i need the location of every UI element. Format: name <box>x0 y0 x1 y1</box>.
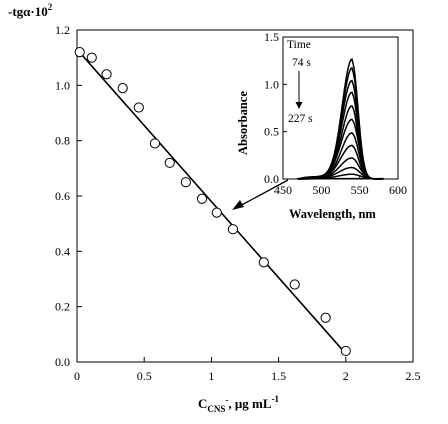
main-y-tick-label: 0.2 <box>55 300 70 314</box>
inset-x-axis-label: Wavelength, nm <box>289 207 376 221</box>
data-point <box>133 102 144 113</box>
inset-x-tick-label: 500 <box>312 183 330 197</box>
inset-x-tick-label: 450 <box>274 183 292 197</box>
inset-time-end: 227 s <box>288 113 313 125</box>
data-point <box>86 52 97 63</box>
data-point <box>74 47 85 58</box>
inset-pointer-arrow <box>232 179 289 210</box>
data-point <box>196 193 208 204</box>
data-point <box>211 207 222 218</box>
data-point <box>164 157 175 168</box>
inset-x-tick-label: 600 <box>389 183 407 197</box>
main-x-tick-label: 1.5 <box>271 369 286 383</box>
main-x-tick-label: 1 <box>208 369 214 383</box>
inset-y-tick-label: 1.5 <box>264 30 279 44</box>
main-chart: 0.0 0.2 0.4 0.6 0.8 1.0 1.2 0 0.5 1 1.5 2 2.5 -tgα·… <box>8 2 421 414</box>
main-y-tick-label: 0.6 <box>55 189 70 203</box>
data-point <box>258 257 269 268</box>
main-y-ticks: 0.0 0.2 0.4 0.6 0.8 1.0 1.2 <box>55 23 82 369</box>
data-point <box>227 224 239 235</box>
inset-time-start: 74 s <box>292 57 311 69</box>
inset-time-arrow <box>295 71 303 109</box>
main-y-tick-label: 1.2 <box>55 23 70 37</box>
data-point <box>320 312 331 323</box>
inset-y-tick-label: 0.0 <box>264 172 279 186</box>
main-y-tick-label: 0.8 <box>55 134 70 148</box>
inset-y-ticks: 0.0 0.5 1.0 1.5 <box>264 30 287 186</box>
data-point <box>180 177 191 188</box>
inset-background <box>282 36 399 180</box>
main-points <box>74 47 351 357</box>
main-x-tick-label: 0 <box>74 369 80 383</box>
inset-y-tick-label: 1.0 <box>264 77 279 91</box>
main-y-tick-label: 0.4 <box>55 244 70 258</box>
inset-chart: 0.0 0.5 1.0 1.5 450 500 550 600 Absorbance Wav… <box>236 30 407 221</box>
data-point <box>101 69 112 80</box>
data-point <box>149 138 161 149</box>
main-y-tick-label: 0.0 <box>55 355 70 369</box>
fit-line <box>76 48 347 355</box>
main-y-axis-label: -tgα·102 <box>8 2 53 19</box>
main-x-ticks: 0 0.5 1 1.5 2 2.5 <box>74 357 421 383</box>
main-x-tick-label: 2 <box>343 369 349 383</box>
inset-spectra <box>296 58 385 180</box>
main-y-tick-label: 1.0 <box>55 78 70 92</box>
main-x-tick-label: 2.5 <box>406 369 421 383</box>
main-x-axis-label: CCNS-, μg mL-1 <box>198 394 280 414</box>
inset-y-tick-label: 0.5 <box>264 125 279 139</box>
inset-y-axis-label: Absorbance <box>236 91 250 155</box>
inset-time-label: Time <box>287 39 311 51</box>
inset-x-tick-label: 550 <box>351 183 369 197</box>
data-point <box>117 83 128 94</box>
main-x-tick-label: 0.5 <box>137 369 152 383</box>
data-point <box>289 279 300 290</box>
data-point <box>340 345 351 357</box>
